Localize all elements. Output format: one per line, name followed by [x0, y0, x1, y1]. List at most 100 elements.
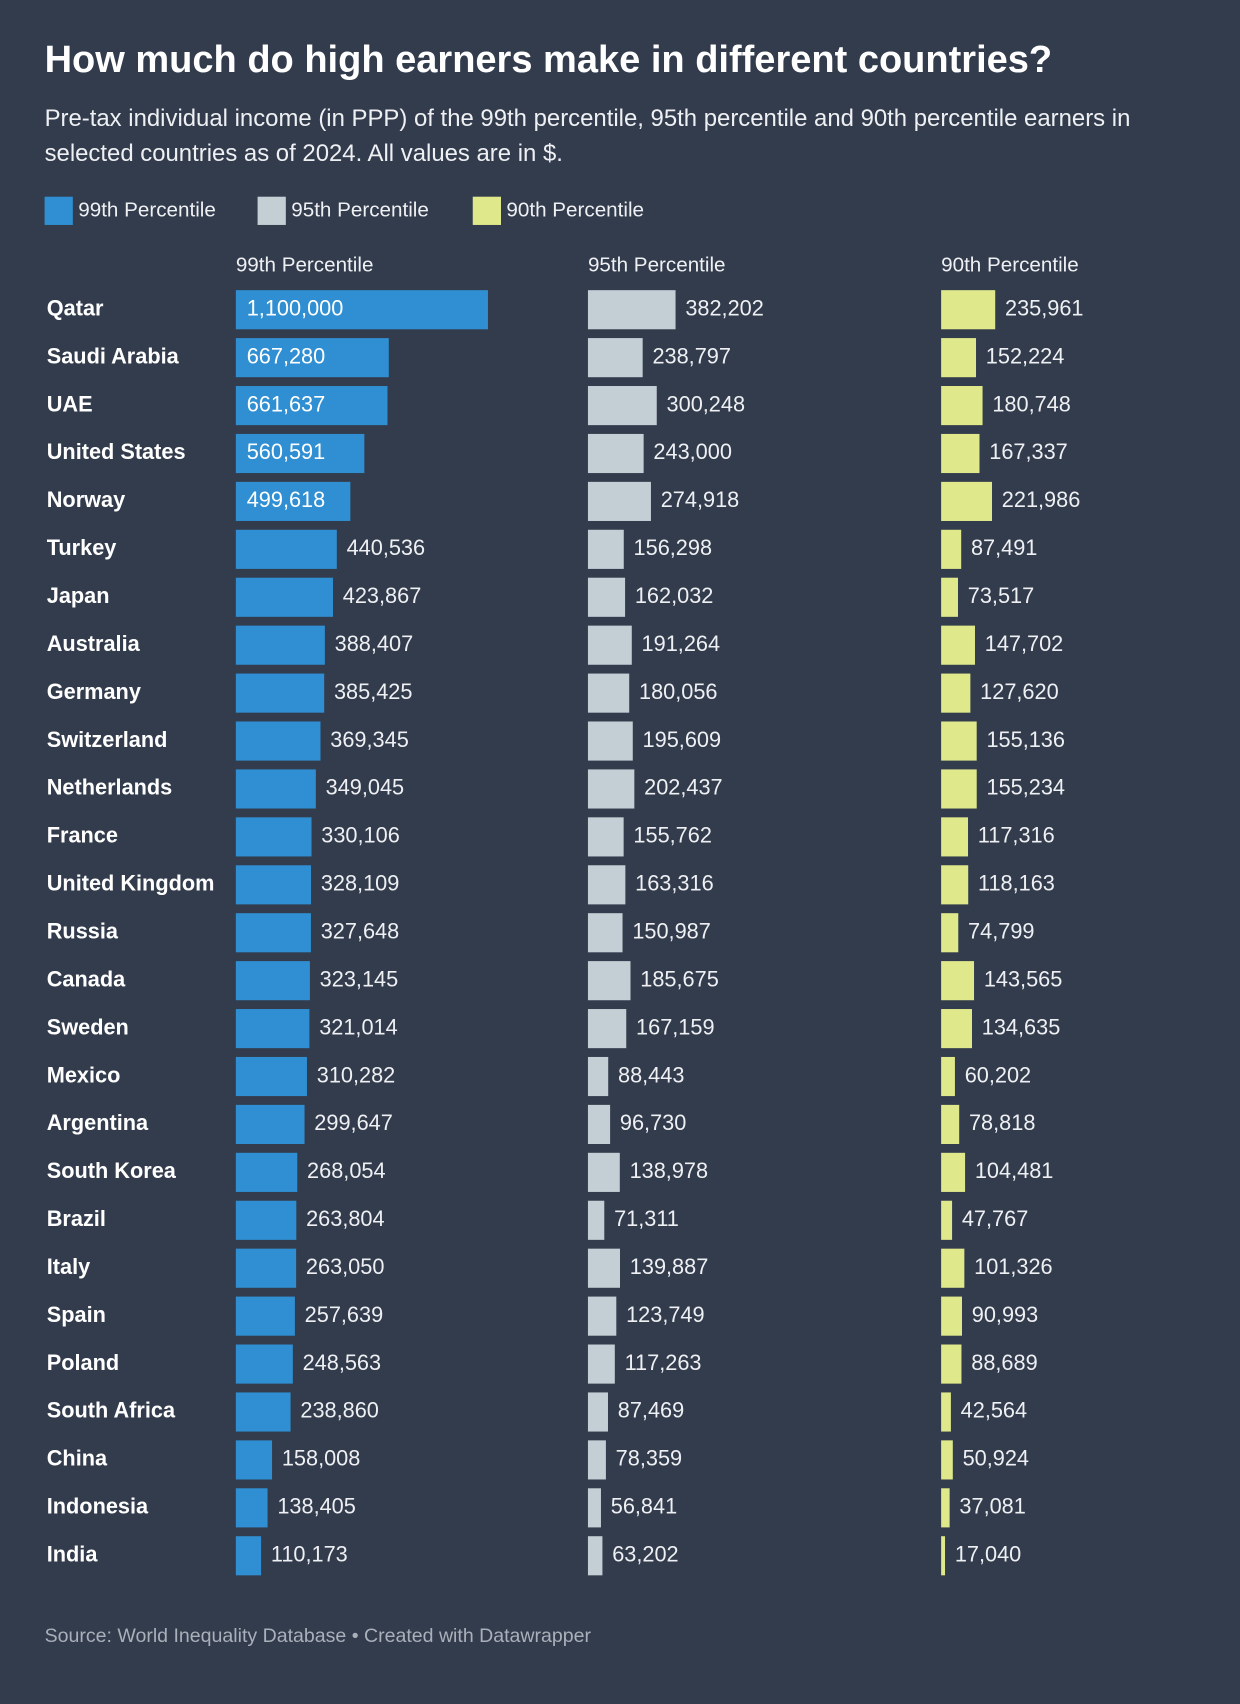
- bar: [941, 577, 958, 617]
- bar: [587, 961, 631, 1001]
- bar: [587, 338, 643, 378]
- chart-title: How much do high earners make in differe…: [45, 39, 1053, 81]
- bar: [587, 1440, 606, 1480]
- bar: [587, 1536, 603, 1576]
- value-label: 138,405: [277, 1494, 356, 1519]
- category-label: Italy: [47, 1254, 90, 1279]
- bar: [587, 1296, 617, 1336]
- bar: [941, 1296, 962, 1336]
- bar: [941, 817, 969, 857]
- value-label: 139,887: [630, 1254, 709, 1279]
- category-label: Saudi Arabia: [47, 343, 180, 368]
- value-label: 388,407: [335, 631, 414, 656]
- value-label: 263,804: [306, 1206, 385, 1231]
- value-label: 56,841: [611, 1494, 677, 1519]
- value-label: 560,591: [247, 439, 326, 464]
- value-label: 299,647: [314, 1110, 393, 1135]
- value-label: 238,860: [300, 1398, 379, 1423]
- value-label: 268,054: [307, 1158, 386, 1183]
- bar: [587, 865, 626, 905]
- value-label: 37,081: [959, 1494, 1025, 1519]
- category-label: United Kingdom: [47, 871, 215, 896]
- value-label: 499,618: [247, 487, 326, 512]
- bar: [941, 1104, 960, 1145]
- value-label: 50,924: [963, 1446, 1029, 1471]
- value-label: 328,109: [321, 871, 400, 896]
- value-label: 385,425: [334, 679, 413, 704]
- value-label: 423,867: [343, 583, 422, 608]
- category-label: Russia: [47, 918, 119, 943]
- column-header: 99th Percentile: [236, 254, 374, 277]
- value-label: 47,767: [962, 1206, 1028, 1231]
- category-label: Australia: [47, 631, 141, 656]
- bar: [587, 290, 676, 330]
- category-label: India: [47, 1542, 99, 1567]
- bar: [235, 1536, 262, 1576]
- column-header: 90th Percentile: [941, 254, 1079, 277]
- bar: [941, 481, 993, 521]
- bar: [941, 1440, 953, 1480]
- bar: [235, 721, 321, 761]
- value-label: 191,264: [642, 631, 721, 656]
- value-label: 661,637: [247, 391, 326, 416]
- category-label: France: [47, 823, 118, 848]
- value-label: 156,298: [634, 535, 713, 560]
- bar: [587, 673, 630, 713]
- source-note: Source: World Inequality Database • Crea…: [45, 1625, 592, 1647]
- bar: [235, 769, 316, 809]
- value-label: 382,202: [685, 295, 764, 320]
- bar: [235, 1200, 297, 1240]
- category-label: Switzerland: [47, 727, 168, 752]
- bar: [587, 913, 623, 953]
- bar: [235, 913, 311, 953]
- bar: [587, 577, 626, 617]
- value-label: 143,565: [984, 966, 1063, 991]
- category-label: Sweden: [47, 1014, 129, 1039]
- bar: [587, 1248, 621, 1288]
- bar: [941, 529, 962, 569]
- value-label: 88,443: [618, 1062, 684, 1087]
- value-label: 155,136: [986, 727, 1065, 752]
- bar: [587, 1392, 608, 1432]
- legend-label: 90th Percentile: [506, 198, 644, 221]
- value-label: 155,234: [986, 775, 1065, 800]
- bar: [235, 1344, 293, 1384]
- value-label: 118,163: [978, 871, 1055, 896]
- bar: [235, 865, 312, 905]
- bar: [587, 817, 624, 857]
- bar: [587, 1152, 620, 1192]
- category-label: Mexico: [47, 1062, 121, 1087]
- value-label: 180,748: [992, 391, 1071, 416]
- bar: [587, 1488, 601, 1528]
- value-label: 202,437: [644, 775, 723, 800]
- category-label: United States: [47, 439, 186, 464]
- bar: [587, 1344, 615, 1384]
- bar: [235, 386, 388, 426]
- value-label: 274,918: [661, 487, 740, 512]
- value-label: 60,202: [965, 1062, 1031, 1087]
- bar: [941, 1009, 972, 1049]
- value-label: 327,648: [321, 918, 400, 943]
- value-label: 235,961: [1005, 295, 1084, 320]
- bar: [941, 1056, 955, 1097]
- value-label: 110,173: [271, 1542, 348, 1567]
- bar: [235, 1488, 268, 1528]
- category-label: China: [47, 1446, 108, 1471]
- category-label: Turkey: [47, 535, 117, 560]
- value-label: 248,563: [303, 1350, 382, 1375]
- value-label: 101,326: [974, 1254, 1053, 1279]
- value-label: 17,040: [955, 1542, 1021, 1567]
- chart-subtitle: Pre-tax individual income (in PPP) of th…: [44, 104, 1131, 167]
- bar: [587, 1056, 609, 1097]
- bar: [587, 721, 633, 761]
- value-label: 167,159: [636, 1014, 715, 1039]
- bar: [587, 481, 651, 521]
- bar: [235, 577, 333, 617]
- bar: [941, 433, 980, 474]
- bar: [235, 961, 310, 1001]
- value-label: 63,202: [612, 1542, 678, 1567]
- value-label: 71,311: [614, 1206, 679, 1231]
- bar: [587, 1009, 627, 1049]
